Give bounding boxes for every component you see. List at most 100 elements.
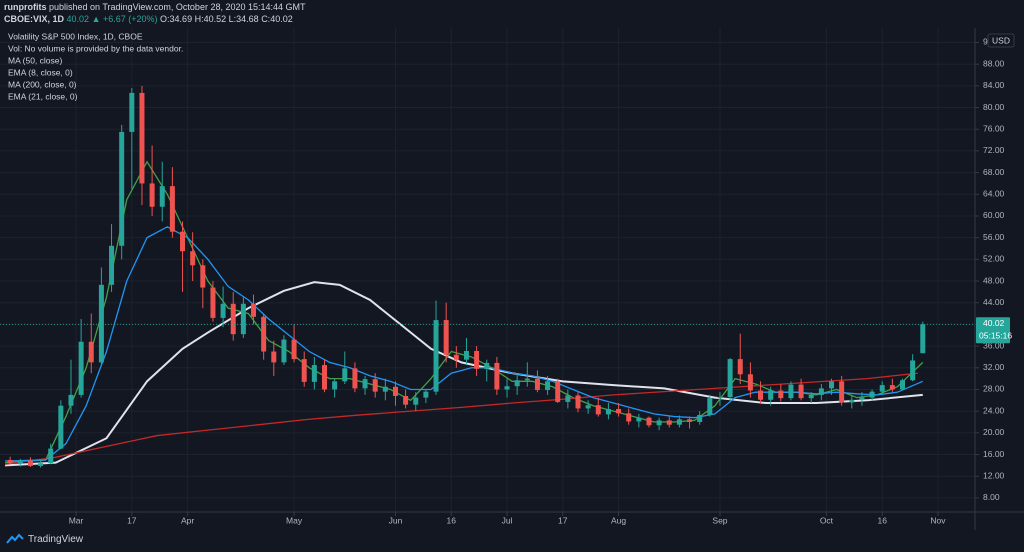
brand: TradingView (28, 533, 84, 545)
candle-body (190, 251, 196, 266)
candle-body (869, 391, 875, 398)
candle-body (433, 320, 439, 392)
candle-body (697, 414, 703, 422)
close: C:40.02 (261, 14, 293, 24)
x-tick-label: Apr (181, 515, 194, 525)
y-tick-label: 12.00 (983, 470, 1005, 480)
publish-line: runprofits published on TradingView.com,… (4, 1, 306, 13)
candle-body (747, 374, 753, 391)
candle-body (707, 398, 713, 415)
candle-body (453, 354, 459, 360)
candle-body (778, 390, 784, 399)
candle-body (240, 303, 246, 335)
candle-body (271, 351, 277, 363)
candle-body (109, 245, 115, 285)
y-tick-label: 72.00 (983, 145, 1005, 155)
candle-body (636, 417, 642, 422)
candle-body (849, 399, 855, 403)
y-tick-label: 84.00 (983, 80, 1005, 90)
ma-line (5, 281, 923, 467)
candle-body (626, 413, 632, 422)
candle-body (829, 381, 835, 389)
candle-body (758, 390, 764, 400)
candle-body (382, 386, 388, 392)
x-tick-label: 17 (558, 515, 568, 525)
symbol: CBOE:VIX, 1D (4, 14, 65, 24)
legend-entry: MA (200, close, 0) (8, 79, 77, 89)
x-tick-label: 16 (877, 515, 887, 525)
candle-body (281, 339, 287, 363)
header: runprofits published on TradingView.com,… (4, 1, 306, 25)
currency-badge (987, 33, 1015, 48)
y-tick-label: 52.00 (983, 254, 1005, 264)
x-tick-label: 16 (447, 515, 457, 525)
x-tick-label: Nov (930, 515, 946, 525)
candle-body (839, 381, 845, 403)
x-tick-label: May (286, 515, 303, 525)
logo (6, 533, 24, 544)
candle-body (646, 417, 652, 426)
candle-body (261, 316, 267, 352)
y-tick-label: 8.00 (983, 492, 1000, 502)
candle-body (727, 359, 733, 398)
candle-body (139, 92, 145, 184)
candle-body (352, 368, 358, 389)
candle-body (98, 284, 104, 363)
x-tick-label: Jun (389, 515, 403, 525)
candle-body (474, 350, 480, 369)
y-tick-label: 44.00 (983, 297, 1005, 307)
candle-body (332, 381, 338, 390)
candle-body (17, 460, 23, 464)
candle-body (58, 405, 64, 449)
candle-body (555, 381, 561, 402)
ma-line (4, 372, 918, 465)
candle-body (504, 386, 510, 390)
candle-body (149, 183, 155, 207)
y-tick-label: 16.00 (983, 449, 1005, 459)
candle-body (423, 391, 429, 398)
candle-body (27, 460, 33, 466)
footer: TradingView (6, 533, 83, 545)
last-price-label: 40.02 (983, 318, 1005, 328)
y-tick-label: 56.00 (983, 232, 1005, 242)
x-tick-label: Jul (502, 515, 513, 525)
candle-body (879, 385, 885, 392)
candle-body (859, 397, 865, 400)
published: published on TradingView.com, October 28… (49, 2, 306, 12)
candle-body (768, 390, 774, 400)
candle-body (463, 350, 469, 360)
candle-body (545, 381, 551, 391)
last: 40.02 (66, 14, 90, 24)
change: ▲ +6.67 (+20%) (91, 14, 158, 24)
quote-line: CBOE:VIX, 1D 40.02 ▲ +6.67 (+20%) O:34.6… (4, 13, 306, 25)
candle-body (687, 419, 693, 422)
candle-body (119, 131, 125, 246)
candle-body (68, 394, 74, 406)
y-tick-label: 88.00 (983, 58, 1005, 68)
candle-body (494, 362, 500, 390)
candle-body (443, 320, 449, 355)
y-tick-label: 24.00 (983, 405, 1005, 415)
y-tick-label: 80.00 (983, 102, 1005, 112)
x-tick-label: Oct (820, 515, 834, 525)
y-tick-label: 28.00 (983, 384, 1005, 394)
candle-body (372, 379, 378, 392)
candle-body (899, 380, 905, 390)
chart-bg (0, 28, 1024, 530)
y-tick-label: 60.00 (983, 210, 1005, 220)
candle-body (798, 384, 804, 399)
candle-body (595, 405, 601, 415)
candle-body (321, 365, 327, 390)
low: L:34.68 (228, 14, 259, 24)
y-tick-label: 48.00 (983, 275, 1005, 285)
candle-body (514, 380, 520, 387)
high: H:40.52 (194, 14, 227, 24)
candle-body (291, 339, 297, 360)
legend-entry: EMA (8, close, 0) (8, 67, 73, 77)
candle-body (676, 419, 682, 425)
candle-body (301, 359, 307, 382)
x-tick-label: Aug (611, 515, 626, 525)
candle-body (616, 408, 622, 414)
y-tick-label: 68.00 (983, 167, 1005, 177)
author: runprofits (4, 2, 47, 12)
